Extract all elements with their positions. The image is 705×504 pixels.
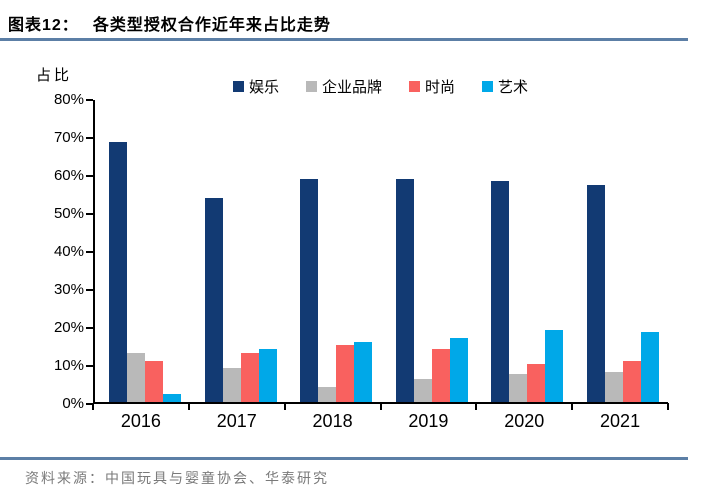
bar-group-2018 <box>286 100 382 402</box>
x-axis-label-2019: 2019 <box>408 411 449 431</box>
bar-企业品牌-2017 <box>222 368 241 402</box>
bar-娱乐-2019 <box>395 179 414 402</box>
y-tick-label: 60% <box>53 167 84 184</box>
bar-艺术-2017 <box>258 349 277 402</box>
bar-时尚-2018 <box>336 345 354 402</box>
y-tick-label: 40% <box>53 243 84 260</box>
bar-group-2019 <box>382 100 478 402</box>
figure-number: 图表12： <box>8 17 79 34</box>
y-tick-mark <box>86 213 93 215</box>
bar-艺术-2021 <box>640 332 659 402</box>
legend-item-娱乐: 娱乐 <box>232 76 279 97</box>
bar-娱乐-2017 <box>204 198 223 402</box>
source-note: 资料来源：中国玩具与婴童协会、华泰研究 <box>25 468 329 488</box>
x-axis-label-2020: 2020 <box>504 411 545 431</box>
bar-企业品牌-2016 <box>127 352 145 402</box>
legend-label: 娱乐 <box>248 79 279 96</box>
y-tick-mark <box>86 327 93 329</box>
bar-娱乐-2018 <box>300 179 318 402</box>
bar-group-2020 <box>477 100 573 402</box>
x-tick-mark <box>187 403 190 410</box>
figure-title-text: 各类型授权合作近年来占比走势 <box>92 17 331 34</box>
y-tick-mark <box>86 289 93 291</box>
x-axis-label-2018: 2018 <box>312 411 353 431</box>
legend-label: 时尚 <box>425 79 456 96</box>
bar-时尚-2019 <box>431 349 450 402</box>
y-tick-mark <box>86 251 93 253</box>
y-tick-mark <box>86 175 93 177</box>
x-axis-label-2016: 2016 <box>120 411 161 431</box>
source-prefix: 资料来源： <box>25 471 105 487</box>
source-text: 中国玩具与婴童协会、华泰研究 <box>105 471 329 487</box>
x-axis-label-2021: 2021 <box>600 411 641 431</box>
x-tick-mark <box>667 403 669 410</box>
legend-swatch-icon <box>409 81 420 92</box>
x-tick-mark <box>92 403 94 410</box>
bar-艺术-2019 <box>449 337 468 402</box>
y-tick-label: 20% <box>53 319 84 336</box>
y-tick-label: 10% <box>53 357 84 374</box>
x-tick-mark <box>283 403 286 410</box>
figure-title: 图表12： 各类型授权合作近年来占比走势 <box>8 11 331 35</box>
y-tick-label: 70% <box>53 129 84 146</box>
bar-娱乐-2021 <box>586 184 605 402</box>
bar-时尚-2020 <box>527 364 545 402</box>
x-axis-labels: 2016 2017 2018 2019 2020 2021 <box>93 411 668 432</box>
bar-时尚-2016 <box>145 360 163 402</box>
bar-group-2021 <box>573 100 669 402</box>
bar-企业品牌-2021 <box>604 371 623 402</box>
bar-group-2016 <box>95 100 191 402</box>
legend-swatch-icon <box>232 81 244 92</box>
legend-item-艺术: 艺术 <box>482 76 528 97</box>
legend-swatch-icon <box>305 81 317 92</box>
title-divider-line <box>0 38 688 41</box>
y-tick-mark <box>86 137 93 139</box>
bar-娱乐-2020 <box>491 181 509 402</box>
x-tick-mark <box>475 403 478 410</box>
legend-label: 企业品牌 <box>321 79 382 96</box>
bar-艺术-2018 <box>354 341 372 402</box>
bar-娱乐-2016 <box>109 141 127 402</box>
y-axis-title: 占比 <box>36 67 73 84</box>
y-tick-label: 0% <box>62 395 84 412</box>
bar-时尚-2017 <box>240 352 259 402</box>
x-tick-mark <box>571 403 574 410</box>
bar-艺术-2020 <box>545 330 563 402</box>
chart-legend: 娱乐 企业品牌 时尚 艺术 <box>93 76 668 97</box>
y-tick-mark <box>86 365 93 367</box>
bar-group-2017 <box>191 100 287 402</box>
y-tick-mark <box>86 403 93 405</box>
plot-area <box>93 100 668 404</box>
y-tick-label: 80% <box>53 91 84 108</box>
footer-divider-line <box>0 457 688 460</box>
legend-label: 艺术 <box>498 79 529 96</box>
legend-item-企业品牌: 企业品牌 <box>305 76 382 97</box>
legend-item-时尚: 时尚 <box>409 76 455 97</box>
y-axis-ticks: 80% 70% 60% 50% 40% 30% 20% 10% 0% <box>0 91 84 412</box>
bar-企业品牌-2020 <box>509 373 527 402</box>
bar-时尚-2021 <box>622 360 641 402</box>
x-tick-mark <box>379 403 382 410</box>
bar-企业品牌-2018 <box>318 386 336 402</box>
bar-企业品牌-2019 <box>413 379 432 402</box>
bar-艺术-2016 <box>163 394 181 402</box>
y-tick-mark <box>86 99 93 101</box>
x-axis-label-2017: 2017 <box>216 411 257 431</box>
y-tick-label: 50% <box>53 205 84 222</box>
legend-swatch-icon <box>482 81 494 92</box>
y-tick-label: 30% <box>53 281 84 298</box>
